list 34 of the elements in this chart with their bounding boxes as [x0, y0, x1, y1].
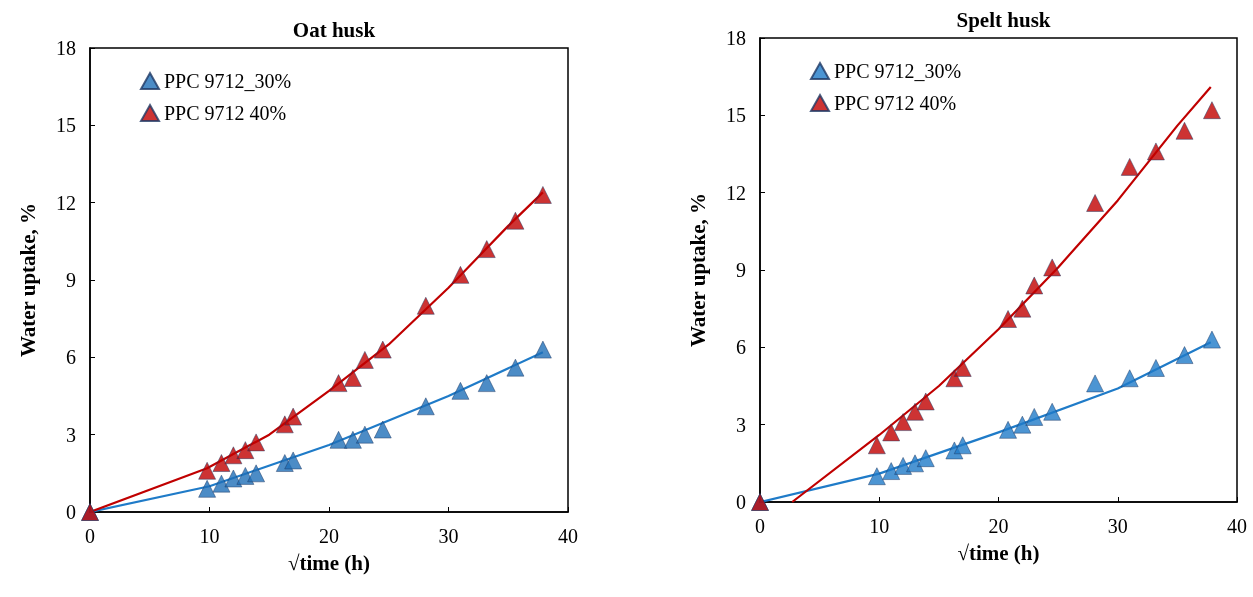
y-tick-label: 6 — [736, 336, 746, 359]
y-tick-label: 18 — [726, 27, 746, 49]
y-tick-label: 0 — [66, 501, 76, 523]
y-tick-label: 9 — [736, 259, 746, 281]
y-tick-label: 12 — [726, 181, 746, 204]
x-tick-label: 30 — [438, 525, 459, 547]
x-tick-label: 20 — [988, 515, 1009, 537]
x-axis-title: √time (h) — [287, 550, 371, 575]
x-tick-label: 40 — [558, 525, 578, 547]
legend-label: PPC 9712_30% — [164, 70, 292, 92]
x-tick-label: 0 — [85, 525, 95, 547]
x-tick-label: 20 — [319, 525, 339, 547]
y-tick-label: 15 — [56, 114, 76, 137]
y-tick-label: 3 — [66, 423, 76, 446]
chart-title: Spelt husk — [956, 7, 1051, 32]
x-tick-label: 30 — [1107, 515, 1128, 537]
y-tick-label: 3 — [736, 413, 746, 436]
y-tick-label: 0 — [736, 491, 746, 513]
x-axis-title: √time (h) — [957, 540, 1040, 565]
y-tick-label: 9 — [66, 269, 76, 291]
legend-label: PPC 9712 40% — [834, 92, 957, 114]
legend-label: PPC 9712 40% — [164, 102, 287, 124]
y-tick-label: 15 — [726, 104, 746, 127]
y-axis-title: Water uptake, % — [685, 192, 710, 348]
y-axis-title: Water uptake, % — [15, 202, 40, 358]
y-tick-label: 18 — [56, 37, 76, 59]
y-tick-label: 6 — [66, 346, 76, 369]
x-tick-label: 10 — [869, 515, 890, 537]
legend-label: PPC 9712_30% — [834, 60, 962, 82]
x-tick-label: 10 — [199, 525, 220, 547]
chart-title: Oat husk — [292, 17, 376, 42]
x-tick-label: 0 — [755, 515, 765, 537]
y-tick-label: 12 — [56, 191, 76, 214]
x-tick-label: 40 — [1227, 515, 1247, 537]
